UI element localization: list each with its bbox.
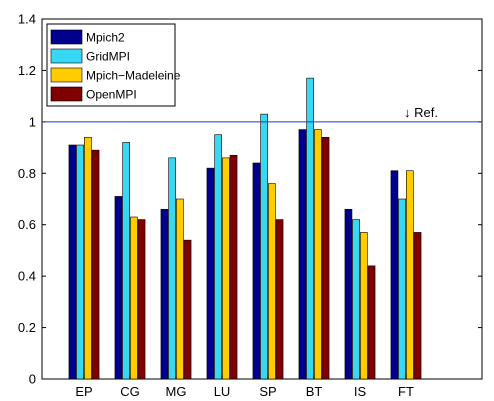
x-tick-label: SP xyxy=(259,384,276,399)
bar-bt-2 xyxy=(314,129,322,380)
y-tick-label: 0 xyxy=(29,372,36,387)
x-tick-label: FT xyxy=(398,384,414,399)
bar-cg-3 xyxy=(137,219,146,380)
x-tick-label: CG xyxy=(120,384,140,399)
y-tick-label: 0.8 xyxy=(18,166,36,181)
legend-label: Mpich−Madeleine xyxy=(86,69,181,83)
bar-ft-2 xyxy=(406,170,414,380)
bar-ep-3 xyxy=(91,149,100,380)
bar-lu-1 xyxy=(214,134,222,380)
bar-sp-3 xyxy=(275,219,284,380)
reference-label: ↓ Ref. xyxy=(404,105,438,120)
x-tick-label: MG xyxy=(166,384,187,399)
bar-bt-1 xyxy=(306,77,314,380)
legend-swatch xyxy=(50,67,83,83)
legend: Mpich2 GridMPI Mpich−Madeleine OpenMPI xyxy=(46,23,181,107)
bar-mg-0 xyxy=(160,208,169,380)
legend-swatch xyxy=(50,86,83,102)
bar-ft-1 xyxy=(398,198,406,380)
bar-cg-2 xyxy=(130,216,138,380)
bar-lu-2 xyxy=(222,157,230,380)
bar-bt-0 xyxy=(298,129,307,380)
legend-label: GridMPI xyxy=(86,50,130,64)
bar-sp-1 xyxy=(260,113,268,380)
bar-mg-3 xyxy=(183,239,192,380)
x-tick-label: EP xyxy=(75,384,92,399)
y-tick-label: 1.2 xyxy=(18,63,36,78)
x-tick-label: LU xyxy=(214,384,231,399)
bar-cg-1 xyxy=(122,142,130,380)
bar-lu-3 xyxy=(229,154,238,380)
bar-mg-1 xyxy=(168,157,176,380)
bar-is-2 xyxy=(360,232,368,380)
legend-swatch xyxy=(50,48,83,64)
bar-ft-3 xyxy=(413,232,422,380)
bar-sp-0 xyxy=(252,162,261,380)
bar-lu-0 xyxy=(206,167,215,380)
bar-sp-2 xyxy=(268,183,276,380)
x-axis: EP CG MG LU SP BT IS FT xyxy=(75,375,414,399)
bar-ep-0 xyxy=(68,144,77,380)
bar-ep-1 xyxy=(76,144,84,380)
bar-cg-0 xyxy=(114,196,123,380)
y-tick-label: 1 xyxy=(29,114,36,129)
legend-swatch xyxy=(50,29,83,45)
bar-is-3 xyxy=(367,265,376,380)
bars xyxy=(68,77,422,380)
y-tick-label: 0.4 xyxy=(18,269,36,284)
bar-bt-3 xyxy=(321,136,330,380)
x-tick-label: BT xyxy=(306,384,323,399)
legend-label: OpenMPI xyxy=(86,88,137,102)
y-tick-label: 0.2 xyxy=(18,320,36,335)
bar-is-1 xyxy=(352,219,360,380)
bar-ft-0 xyxy=(390,170,399,380)
bar-is-0 xyxy=(344,208,353,380)
y-tick-label: 1.4 xyxy=(18,12,36,27)
x-tick-label: IS xyxy=(354,384,367,399)
bar-ep-2 xyxy=(84,136,92,380)
legend-label: Mpich2 xyxy=(86,31,125,45)
bar-mg-2 xyxy=(176,198,184,380)
y-tick-label: 0.6 xyxy=(18,217,36,232)
